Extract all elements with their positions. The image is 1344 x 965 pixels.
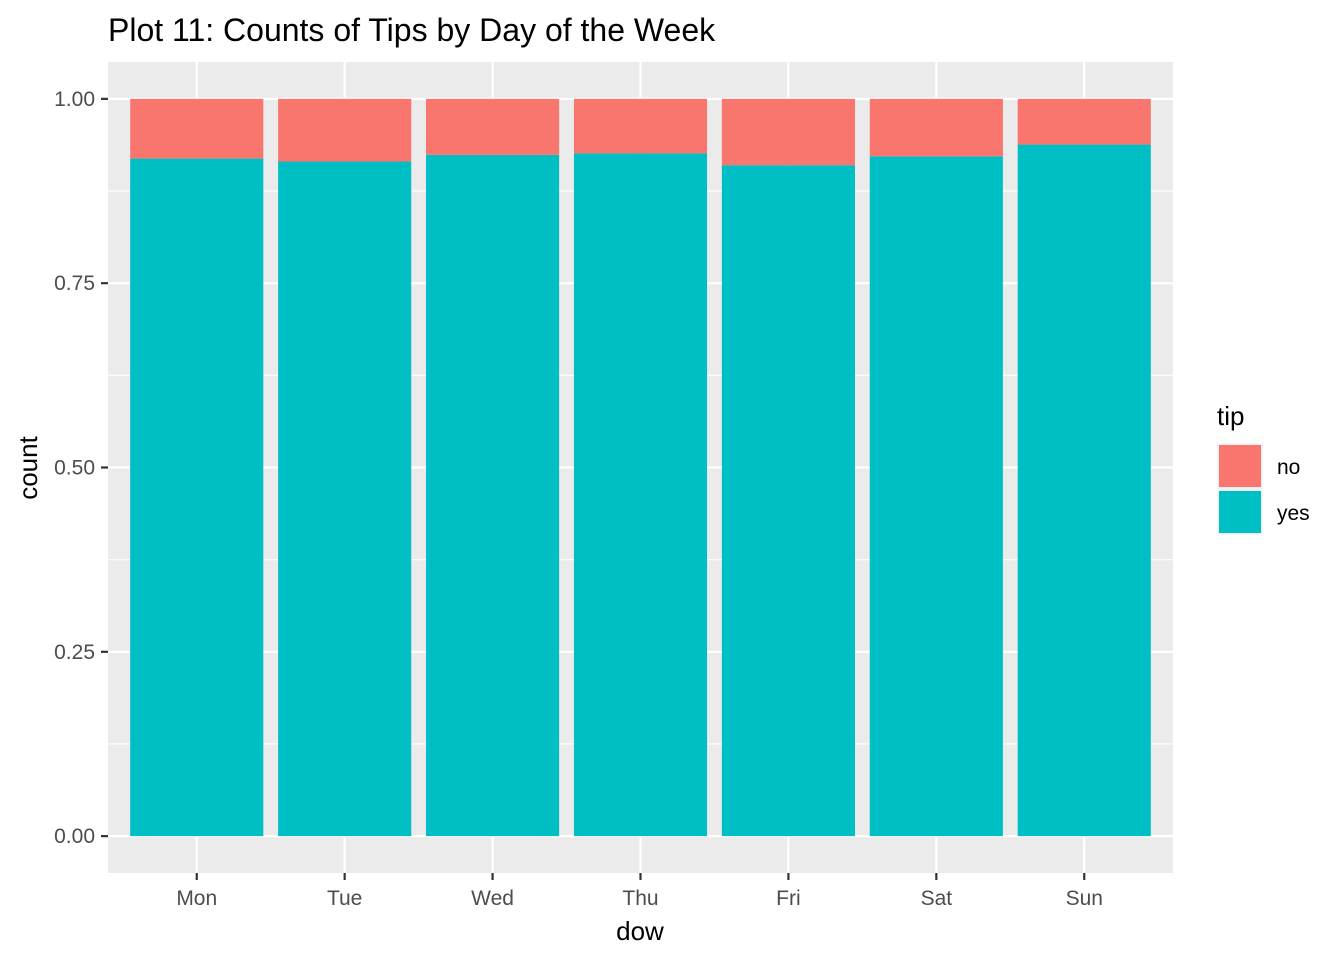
x-tick-label-sat: Sat [921, 887, 953, 910]
legend-label-yes: yes [1277, 502, 1310, 525]
bar-no-fri [721, 98, 855, 166]
y-tick-label: 0.75 [54, 272, 95, 295]
x-tick-label-tue: Tue [327, 887, 362, 910]
bar-no-mon [130, 98, 264, 159]
x-tick-label-thu: Thu [622, 887, 658, 910]
bar-no-sun [1017, 98, 1151, 145]
y-tick-label: 1.00 [54, 88, 95, 111]
legend-title: tip [1217, 401, 1244, 431]
y-tick-label: 0.25 [54, 641, 95, 664]
bar-yes-tue [278, 161, 412, 837]
bar-yes-fri [721, 165, 855, 837]
bar-yes-mon [130, 158, 264, 837]
bar-yes-sat [869, 156, 1003, 837]
bars [130, 98, 1151, 837]
bar-yes-thu [573, 153, 708, 837]
bar-no-thu [573, 98, 708, 154]
y-tick-label: 0.50 [54, 457, 95, 480]
x-axis-title: dow [616, 916, 664, 946]
y-tick-label: 0.00 [54, 825, 95, 848]
legend: tip no yes [1217, 401, 1310, 535]
x-tick-label-sun: Sun [1066, 887, 1103, 910]
bar-no-wed [426, 98, 560, 155]
y-axis: 0.00 0.25 0.50 0.75 1.00 [54, 88, 108, 848]
x-tick-label-wed: Wed [471, 887, 514, 910]
legend-key-no [1219, 445, 1261, 487]
bar-yes-wed [426, 154, 560, 837]
bar-no-sat [869, 98, 1003, 157]
bar-no-tue [278, 98, 412, 162]
chart-title: Plot 11: Counts of Tips by Day of the We… [108, 12, 716, 48]
legend-key-yes [1219, 491, 1261, 533]
x-tick-label-mon: Mon [176, 887, 217, 910]
x-tick-label-fri: Fri [776, 887, 801, 910]
legend-label-no: no [1277, 456, 1300, 479]
y-axis-title: count [13, 435, 43, 499]
bar-yes-sun [1017, 144, 1151, 837]
legend-items: no yes [1217, 443, 1310, 535]
x-axis: Mon Tue Wed Thu Fri Sat Sun [176, 873, 1103, 910]
